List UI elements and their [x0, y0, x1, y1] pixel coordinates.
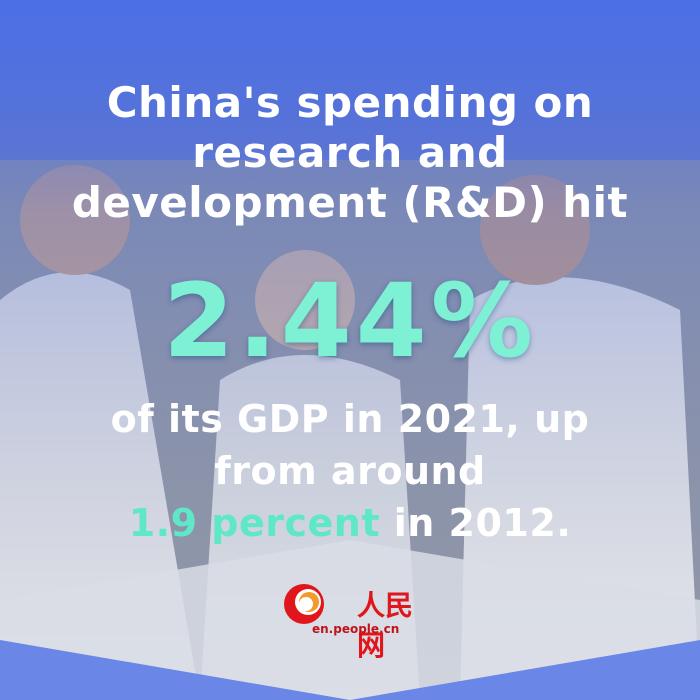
- headline-line-3: development (R&D) hit: [71, 178, 629, 227]
- logo-name: 人民网: [357, 589, 414, 662]
- headline-line-6: 1.9 percent in 2012.: [0, 497, 700, 549]
- people-daily-logo: 人民网 en.people.cn: [282, 582, 422, 662]
- headline-line-1: China's spending on: [106, 78, 594, 127]
- logo-emblem-icon: [284, 584, 324, 624]
- headline-line-5: from around: [214, 449, 486, 493]
- logo-url: en.people.cn: [312, 622, 400, 636]
- highlight-value: 1.9 percent: [128, 501, 381, 545]
- headline-intro: China's spending on research and develop…: [0, 78, 700, 228]
- headline-line-4: of its GDP in 2021, up: [110, 397, 590, 441]
- headline-outro: of its GDP in 2021, up from around 1.9 p…: [0, 393, 700, 549]
- headline-line-6-rest: in 2012.: [380, 501, 572, 545]
- headline-line-2: research and: [192, 128, 508, 177]
- key-figure: 2.44%: [163, 262, 537, 381]
